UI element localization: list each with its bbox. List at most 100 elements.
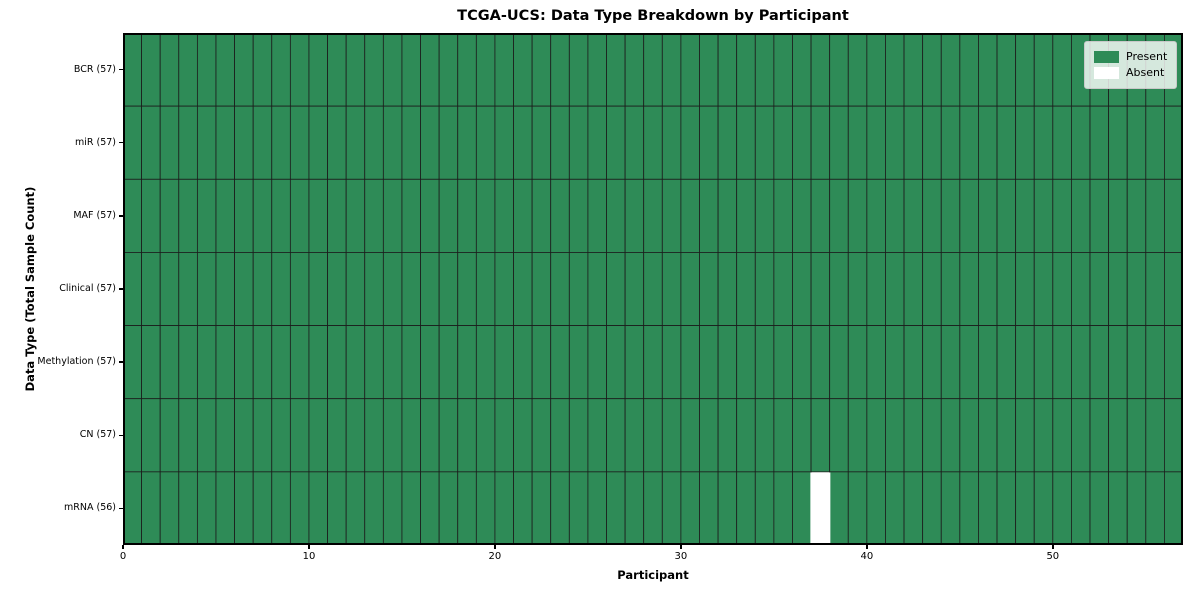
heatmap-cell-present	[531, 33, 552, 107]
heatmap-cell-present	[829, 178, 849, 253]
heatmap-cell-present	[475, 178, 496, 253]
chart-title: TCGA-UCS: Data Type Breakdown by Partici…	[457, 8, 849, 24]
heatmap-cell-present	[1145, 178, 1165, 253]
heatmap-cell-present	[810, 252, 831, 326]
heatmap-cell-present	[773, 105, 793, 180]
heatmap-cell-present	[568, 398, 589, 473]
heatmap-cell-present	[699, 33, 719, 107]
heatmap-cell-present	[736, 178, 756, 253]
heatmap-cell-present	[196, 105, 217, 180]
heatmap-cell-present	[978, 105, 998, 180]
heatmap-cell-present	[550, 325, 570, 400]
heatmap-cell-present	[401, 33, 421, 107]
heatmap-cell-present	[940, 252, 961, 326]
heatmap-cell-present	[364, 325, 384, 400]
x-tick-label: 30	[674, 551, 688, 562]
heatmap-cell-present	[699, 325, 719, 400]
heatmap-cell-present	[754, 471, 775, 545]
heatmap-cell-present	[327, 252, 347, 326]
heatmap-cell-present	[661, 33, 682, 107]
heatmap-cell-present	[643, 252, 663, 326]
heatmap-cell-present	[178, 325, 198, 400]
heatmap-cell-present	[754, 325, 775, 400]
heatmap-cell-present	[271, 398, 291, 473]
heatmap-cell-present	[568, 178, 589, 253]
heatmap-cell-present	[680, 325, 700, 400]
heatmap-cell-present	[903, 33, 924, 107]
heatmap-cell-present	[996, 252, 1017, 326]
heatmap-cell-present	[903, 471, 924, 545]
heatmap-cell-present	[978, 471, 998, 545]
heatmap-cell-present	[252, 398, 273, 473]
heatmap-cell-present	[1033, 252, 1054, 326]
heatmap-cell-present	[1033, 105, 1054, 180]
heatmap-cell-present	[792, 398, 812, 473]
heatmap-cell-present	[810, 178, 831, 253]
heatmap-cell-present	[996, 471, 1017, 545]
heatmap-cell-present	[922, 325, 942, 400]
heatmap-cell-present	[885, 252, 905, 326]
heatmap-cell-present	[736, 252, 756, 326]
heatmap-cell-present	[420, 252, 440, 326]
legend-entry-present: Present	[1094, 50, 1167, 64]
heatmap-cell-present	[271, 325, 291, 400]
heatmap-cell-present	[234, 325, 254, 400]
heatmap-cell-present	[1015, 178, 1035, 253]
heatmap-cell-present	[271, 252, 291, 326]
heatmap-cell-present	[922, 33, 942, 107]
heatmap-cell-present	[438, 105, 459, 180]
heatmap-cell-present	[308, 178, 328, 253]
heatmap-cell-present	[494, 471, 514, 545]
heatmap-cell-present	[550, 471, 570, 545]
heatmap-cell-present	[1126, 105, 1147, 180]
heatmap-cell-present	[680, 252, 700, 326]
heatmap-cell-present	[996, 325, 1017, 400]
heatmap-cell-present	[1108, 252, 1128, 326]
heatmap-cell-present	[327, 398, 347, 473]
heatmap-cell-present	[494, 178, 514, 253]
heatmap-cell-present	[159, 252, 180, 326]
heatmap-cell-present	[178, 252, 198, 326]
heatmap-cell-present	[699, 471, 719, 545]
heatmap-cell-present	[810, 33, 831, 107]
heatmap-cell-present	[922, 398, 942, 473]
heatmap-cell-present	[271, 33, 291, 107]
x-tick-mark	[1052, 545, 1054, 549]
heatmap-cell-present	[587, 178, 607, 253]
heatmap-cell-present	[996, 33, 1017, 107]
heatmap-cell-present	[289, 325, 310, 400]
heatmap-cell-present	[475, 105, 496, 180]
heatmap-cell-present	[717, 398, 738, 473]
heatmap-cell-present	[513, 252, 533, 326]
heatmap-cell-present	[717, 33, 738, 107]
heatmap-cell-present	[885, 178, 905, 253]
heatmap-cell-present	[1052, 178, 1072, 253]
heatmap-cell-present	[364, 178, 384, 253]
y-tick-label: BCR (57)	[73, 63, 116, 75]
heatmap-cell-present	[234, 178, 254, 253]
heatmap-cell-present	[568, 471, 589, 545]
heatmap-cells	[123, 33, 1183, 545]
heatmap-cell-present	[680, 471, 700, 545]
heatmap-cell-present	[1033, 325, 1054, 400]
heatmap-cell-present	[196, 325, 217, 400]
heatmap-cell-present	[959, 398, 979, 473]
heatmap-cell-present	[810, 325, 831, 400]
heatmap-cell-present	[141, 471, 161, 545]
heatmap-cell-present	[438, 252, 459, 326]
heatmap-cell-present	[680, 105, 700, 180]
heatmap-cell-present	[531, 325, 552, 400]
heatmap-cell-present	[736, 33, 756, 107]
heatmap-cell-present	[1033, 471, 1054, 545]
heatmap-cell-present	[1089, 325, 1110, 400]
heatmap-cell-present	[903, 398, 924, 473]
heatmap-cell-present	[606, 325, 626, 400]
heatmap-cell-present	[810, 105, 831, 180]
heatmap-cell-present	[643, 105, 663, 180]
heatmap-cell-present	[847, 33, 868, 107]
heatmap-cell-present	[1052, 398, 1072, 473]
heatmap-cell-present	[1164, 178, 1183, 253]
heatmap-cell-present	[550, 105, 570, 180]
heatmap-cell-present	[420, 105, 440, 180]
heatmap-cell-present	[903, 252, 924, 326]
